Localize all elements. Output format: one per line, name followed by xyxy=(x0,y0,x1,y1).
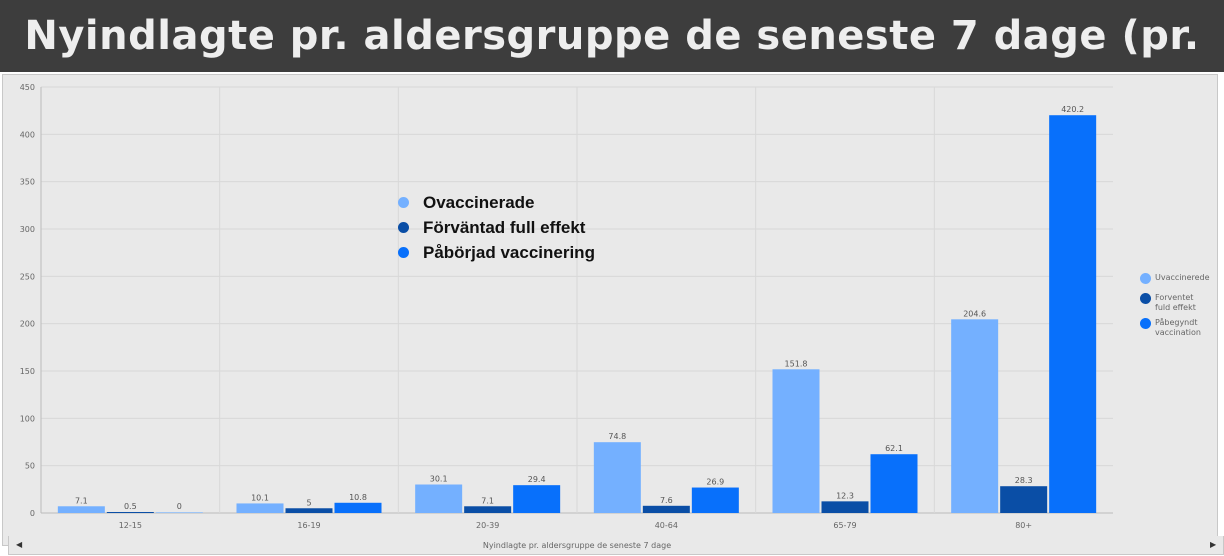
legend-dot-icon xyxy=(1140,293,1151,304)
bar xyxy=(513,485,561,513)
y-tick-label: 400 xyxy=(20,130,35,139)
bar xyxy=(642,505,690,513)
data-label: 10.8 xyxy=(349,493,367,502)
x-tick-label: 65-79 xyxy=(833,521,856,530)
legend-label: Ovaccinerade xyxy=(423,192,535,212)
data-label: 0.5 xyxy=(124,502,137,511)
bar xyxy=(415,484,463,513)
y-tick-label: 200 xyxy=(20,320,35,329)
bar xyxy=(334,502,382,513)
data-label: 0 xyxy=(177,502,182,511)
bar xyxy=(236,503,284,513)
bar xyxy=(155,512,203,513)
legend-label: Förväntad full effekt xyxy=(423,217,586,237)
x-tick-label: 80+ xyxy=(1015,521,1032,530)
bar xyxy=(1049,115,1097,513)
overlay-legend-item: Förväntad full effekt xyxy=(398,215,595,240)
legend-label: Påbörjad vaccinering xyxy=(423,242,595,262)
legend-dot-icon xyxy=(1140,318,1151,329)
data-label: 7.1 xyxy=(481,496,494,505)
y-tick-label: 350 xyxy=(20,178,35,187)
data-label: 5 xyxy=(306,498,311,507)
bar xyxy=(1000,486,1048,513)
y-tick-label: 150 xyxy=(20,367,35,376)
scroll-left-icon[interactable]: ◀ xyxy=(16,540,23,549)
y-tick-label: 250 xyxy=(20,272,35,281)
data-label: 30.1 xyxy=(430,475,448,484)
y-tick-label: 0 xyxy=(30,509,35,518)
y-tick-label: 50 xyxy=(25,462,35,471)
legend-dot-icon xyxy=(398,197,409,208)
legend-dot-icon xyxy=(398,222,409,233)
x-axis-title: Nyindlagte pr. aldersgruppe de seneste 7… xyxy=(483,541,671,550)
bar xyxy=(464,506,512,513)
y-tick-label: 100 xyxy=(20,414,35,423)
data-label: 420.2 xyxy=(1061,105,1084,114)
data-label: 12.3 xyxy=(836,491,854,500)
legend-item[interactable]: Uvaccinerede xyxy=(1140,273,1220,284)
legend-item[interactable]: Forventet fuld effekt xyxy=(1140,293,1210,313)
data-label: 28.3 xyxy=(1015,476,1033,485)
dashboard-title: Nyindlagte pr. aldersgruppe de seneste 7… xyxy=(0,0,1224,131)
x-tick-label: 20-39 xyxy=(476,521,499,530)
data-label: 10.1 xyxy=(251,493,269,502)
overlay-legend-item: Påbörjad vaccinering xyxy=(398,240,595,265)
legend-label: Uvaccinerede xyxy=(1155,273,1210,282)
y-tick-label: 300 xyxy=(20,225,35,234)
y-tick-label: 450 xyxy=(20,83,35,92)
data-label: 7.1 xyxy=(75,496,88,505)
legend-dot-icon xyxy=(1140,273,1151,284)
bar xyxy=(593,442,641,513)
x-tick-label: 40-64 xyxy=(655,521,678,530)
data-label: 26.9 xyxy=(706,478,724,487)
data-label: 29.4 xyxy=(528,475,546,484)
x-tick-label: 12-15 xyxy=(119,521,142,530)
data-label: 151.8 xyxy=(785,359,808,368)
data-label: 62.1 xyxy=(885,444,903,453)
scroll-right-icon[interactable]: ▶ xyxy=(1210,540,1217,549)
x-tick-label: 16-19 xyxy=(297,521,320,530)
data-label: 204.6 xyxy=(963,309,986,318)
bar xyxy=(772,369,820,513)
data-label: 7.6 xyxy=(660,496,673,505)
legend-label: Forventet fuld effekt xyxy=(1155,293,1196,312)
bar xyxy=(57,506,105,513)
legend-label: Påbegyndt vaccination xyxy=(1155,318,1201,337)
bar xyxy=(870,454,918,513)
overlay-legend-item: Ovaccinerade xyxy=(398,190,595,215)
bar xyxy=(951,319,999,513)
legend-dot-icon xyxy=(398,247,409,258)
bar xyxy=(285,508,333,513)
bar xyxy=(821,501,869,513)
data-label: 74.8 xyxy=(608,432,626,441)
bar xyxy=(106,512,154,513)
legend-item[interactable]: Påbegyndt vaccination xyxy=(1140,318,1210,338)
bar xyxy=(691,487,739,513)
overlay-legend: Ovaccinerade Förväntad full effekt Påbör… xyxy=(398,190,595,265)
